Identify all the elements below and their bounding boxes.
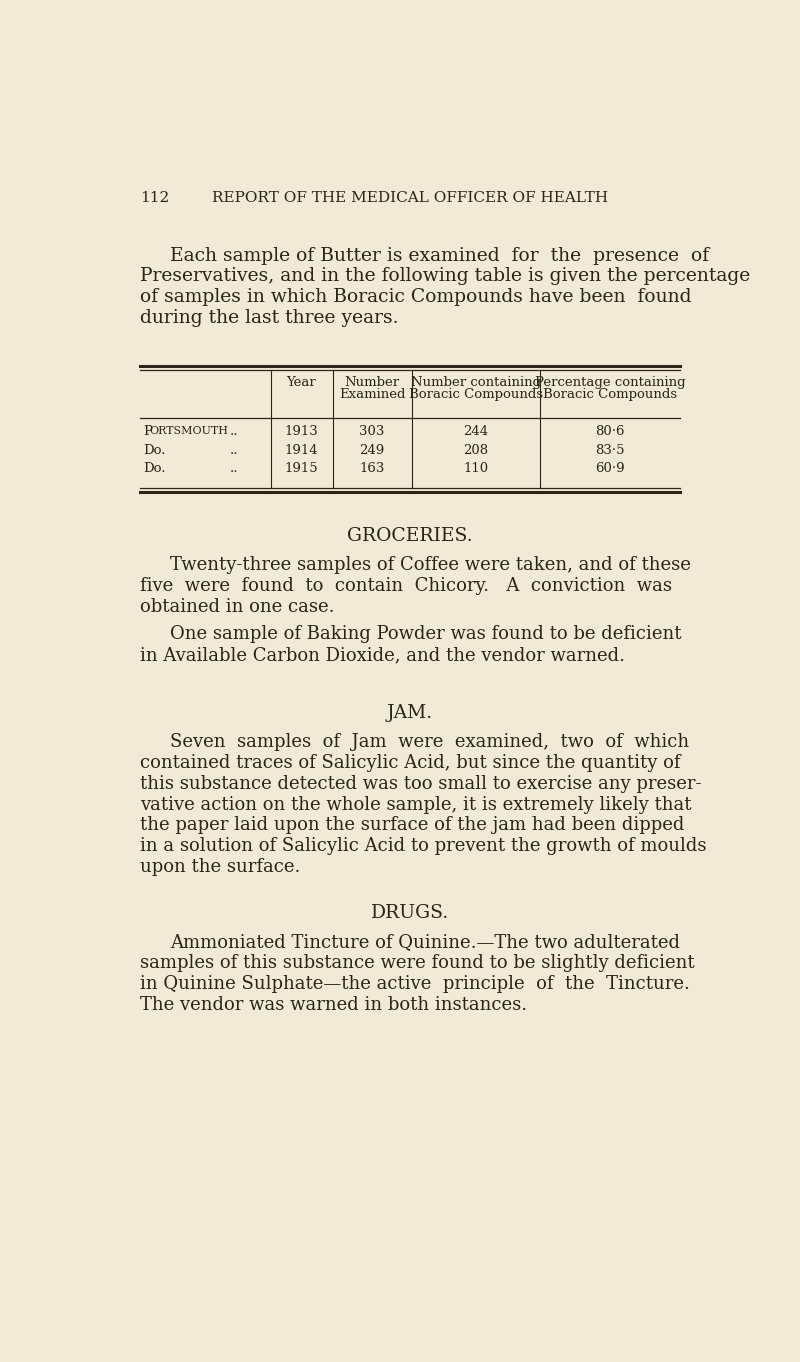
Text: Number: Number [345, 376, 399, 390]
Text: REPORT OF THE MEDICAL OFFICER OF HEALTH: REPORT OF THE MEDICAL OFFICER OF HEALTH [212, 191, 608, 206]
Text: 80·6: 80·6 [595, 425, 625, 439]
Text: 249: 249 [359, 444, 385, 456]
Text: contained traces of Salicylic Acid, but since the quantity of: contained traces of Salicylic Acid, but … [140, 755, 681, 772]
Text: five  were  found  to  contain  Chicory.   A  conviction  was: five were found to contain Chicory. A co… [140, 577, 672, 595]
Text: P: P [143, 425, 152, 439]
Text: vative action on the whole sample, it is extremely likely that: vative action on the whole sample, it is… [140, 795, 692, 813]
Text: Each sample of Butter is examined  for  the  presence  of: Each sample of Butter is examined for th… [170, 247, 709, 264]
Text: ..: .. [230, 462, 238, 475]
Text: Do.: Do. [143, 444, 166, 456]
Text: Number containing: Number containing [411, 376, 541, 390]
Text: 1914: 1914 [285, 444, 318, 456]
Text: The vendor was warned in both instances.: The vendor was warned in both instances. [140, 996, 527, 1013]
Text: Examined: Examined [338, 388, 406, 402]
Text: GROCERIES.: GROCERIES. [347, 527, 473, 545]
Text: One sample of Baking Powder was found to be deficient: One sample of Baking Powder was found to… [170, 625, 682, 643]
Text: 303: 303 [359, 425, 385, 439]
Text: Ammoniated Tincture of Quinine.—The two adulterated: Ammoniated Tincture of Quinine.—The two … [170, 933, 680, 952]
Text: 163: 163 [359, 462, 385, 475]
Text: in a solution of Salicylic Acid to prevent the growth of moulds: in a solution of Salicylic Acid to preve… [140, 838, 707, 855]
Text: 110: 110 [463, 462, 489, 475]
Text: ..: .. [230, 425, 238, 439]
Text: Boracic Compounds: Boracic Compounds [409, 388, 543, 402]
Text: Preservatives, and in the following table is given the percentage: Preservatives, and in the following tabl… [140, 267, 750, 286]
Text: of samples in which Boracic Compounds have been  found: of samples in which Boracic Compounds ha… [140, 289, 692, 306]
Text: this substance detected was too small to exercise any preser-: this substance detected was too small to… [140, 775, 702, 793]
Text: samples of this substance were found to be slightly deficient: samples of this substance were found to … [140, 955, 695, 972]
Text: 1913: 1913 [285, 425, 318, 439]
Text: ORTSMOUTH: ORTSMOUTH [150, 426, 229, 436]
Text: during the last three years.: during the last three years. [140, 309, 398, 327]
Text: Do.: Do. [143, 462, 166, 475]
Text: 60·9: 60·9 [595, 462, 625, 475]
Text: obtained in one case.: obtained in one case. [140, 598, 335, 616]
Text: the paper laid upon the surface of the jam had been dipped: the paper laid upon the surface of the j… [140, 816, 685, 835]
Text: 83·5: 83·5 [595, 444, 625, 456]
Text: 208: 208 [463, 444, 489, 456]
Text: upon the surface.: upon the surface. [140, 858, 301, 876]
Text: 1915: 1915 [285, 462, 318, 475]
Text: in Quinine Sulphate—the active  principle  of  the  Tincture.: in Quinine Sulphate—the active principle… [140, 975, 690, 993]
Text: Twenty-three samples of Coffee were taken, and of these: Twenty-three samples of Coffee were take… [170, 556, 690, 575]
Text: JAM.: JAM. [387, 704, 433, 722]
Text: 112: 112 [140, 191, 170, 206]
Text: 244: 244 [463, 425, 489, 439]
Text: in Available Carbon Dioxide, and the vendor warned.: in Available Carbon Dioxide, and the ven… [140, 646, 626, 665]
Text: Seven  samples  of  Jam  were  examined,  two  of  which: Seven samples of Jam were examined, two … [170, 733, 689, 752]
Text: Percentage containing: Percentage containing [534, 376, 686, 390]
Text: Year: Year [286, 376, 316, 390]
Text: DRUGS.: DRUGS. [371, 904, 449, 922]
Text: ..: .. [230, 444, 238, 456]
Text: Boracic Compounds: Boracic Compounds [543, 388, 677, 402]
